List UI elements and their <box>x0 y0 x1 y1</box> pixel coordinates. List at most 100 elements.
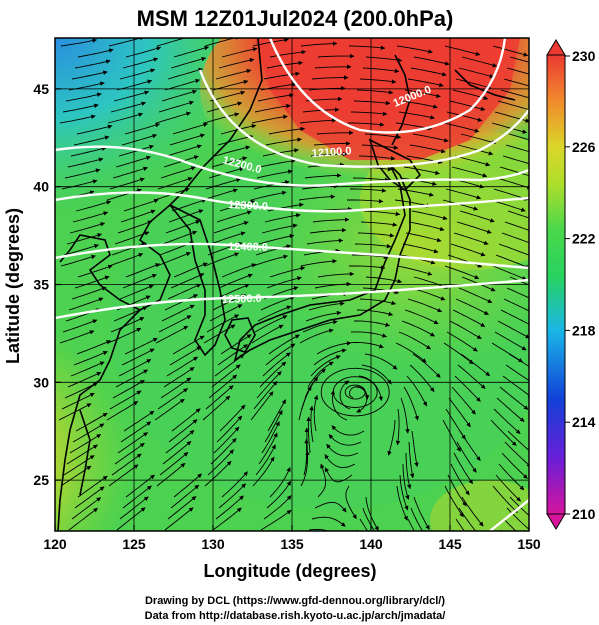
wind-streamline <box>402 243 439 254</box>
wind-streamline <box>74 59 111 69</box>
wind-streamline <box>251 324 284 344</box>
x-tick-label: 130 <box>201 536 225 552</box>
wind-streamline <box>458 67 495 79</box>
wind-streamline <box>453 452 473 485</box>
wind-streamline <box>256 169 293 179</box>
footer-credit-data: Data from http://database.rish.kyoto-u.a… <box>145 610 446 622</box>
wind-streamline <box>314 501 347 513</box>
wind-streamline <box>155 111 191 124</box>
x-tick-label: 135 <box>280 536 304 552</box>
wind-streamline <box>167 283 202 300</box>
wind-streamline <box>348 122 385 127</box>
wind-streamline <box>361 364 392 385</box>
wind-streamline <box>305 310 342 322</box>
colorbar-tick-label: 226 <box>572 139 596 155</box>
y-tick-label: 25 <box>33 472 49 488</box>
wind-streamline <box>221 471 248 498</box>
wind-streamline <box>500 89 529 99</box>
wind-streamline <box>208 167 245 179</box>
wind-streamline <box>317 463 327 498</box>
wind-streamline <box>173 262 208 278</box>
wind-streamline <box>68 297 104 311</box>
colorbar-tick-label: 210 <box>572 506 596 522</box>
wind-streamline <box>446 111 483 122</box>
wind-streamline <box>268 126 306 135</box>
wind-streamline <box>410 507 423 531</box>
wind-streamline <box>387 419 396 456</box>
wind-streamline <box>253 180 290 190</box>
colorbar-min-arrow <box>546 513 566 530</box>
wind-streamline <box>502 155 529 165</box>
wind-streamline <box>265 137 302 146</box>
wind-streamline <box>502 375 529 398</box>
wind-streamline <box>206 314 240 333</box>
wind-streamline <box>508 133 529 141</box>
wind-streamline <box>125 46 162 58</box>
wind-streamline <box>492 485 518 513</box>
wind-streamline <box>67 157 104 168</box>
wind-streamline <box>308 301 345 311</box>
contour-12200 <box>55 145 529 187</box>
wind-streamline <box>313 348 347 366</box>
wind-streamline <box>259 158 296 168</box>
wind-streamline <box>404 89 441 98</box>
wind-streamline <box>267 399 287 432</box>
wind-streamline <box>154 398 185 421</box>
wind-streamline <box>77 48 114 58</box>
wind-streamline <box>208 374 238 399</box>
height-contours <box>55 38 529 531</box>
wind-streamline <box>160 377 192 399</box>
wind-streamline <box>250 190 287 201</box>
wind-streamline <box>411 430 419 468</box>
wind-streamline <box>409 144 446 154</box>
wind-streamline <box>76 124 113 135</box>
wind-streamline <box>447 254 483 268</box>
wind-streamline <box>156 252 191 267</box>
wind-streamline <box>204 252 240 267</box>
wind-streamline <box>169 346 202 366</box>
wind-streamline <box>255 244 292 256</box>
wind-streamline <box>352 254 389 260</box>
wind-streamline <box>348 45 386 51</box>
wind-streamline <box>298 194 336 201</box>
wind-streamline <box>357 232 395 238</box>
wind-streamline <box>110 317 145 333</box>
wind-streamline <box>347 342 384 349</box>
wind-streamline <box>348 265 386 270</box>
wind-streamline <box>504 441 529 468</box>
wind-streamline <box>407 78 444 88</box>
wind-streamline <box>356 309 394 317</box>
wind-streamline <box>324 467 353 483</box>
wind-streamline <box>70 146 107 157</box>
wind-streamline <box>310 355 341 377</box>
wind-streamline <box>396 265 433 276</box>
wind-streamline <box>449 320 482 340</box>
footer-credit-drawing: Drawing by DCL (https://www.gfd-dennou.o… <box>145 595 445 607</box>
wind-streamline <box>316 341 352 355</box>
wind-streamline <box>442 419 461 452</box>
wind-streamline <box>268 334 300 355</box>
wind-streamline <box>111 453 142 476</box>
wind-streamline <box>405 232 442 243</box>
wind-streamline <box>75 412 108 432</box>
wind-streamline <box>110 101 147 113</box>
wind-streamline <box>363 210 401 217</box>
wind-streamline <box>202 395 231 421</box>
wind-streamline <box>457 144 494 156</box>
wind-streamline <box>498 243 529 258</box>
wind-streamline <box>158 100 194 113</box>
wind-streamline <box>298 385 312 421</box>
wind-streamline <box>68 507 98 531</box>
wind-streamline <box>304 173 342 179</box>
wind-streamline <box>496 397 525 422</box>
wind-streamline <box>266 480 292 509</box>
wind-streamline <box>402 463 410 500</box>
wind-streamline <box>255 444 276 476</box>
wind-streamline <box>264 213 301 223</box>
wind-streamline <box>170 56 207 69</box>
wind-streamline <box>456 441 477 473</box>
y-tick-label: 35 <box>33 277 49 293</box>
wind-streamline <box>262 352 291 377</box>
wind-streamline <box>121 348 155 366</box>
wind-streamline <box>448 397 471 428</box>
